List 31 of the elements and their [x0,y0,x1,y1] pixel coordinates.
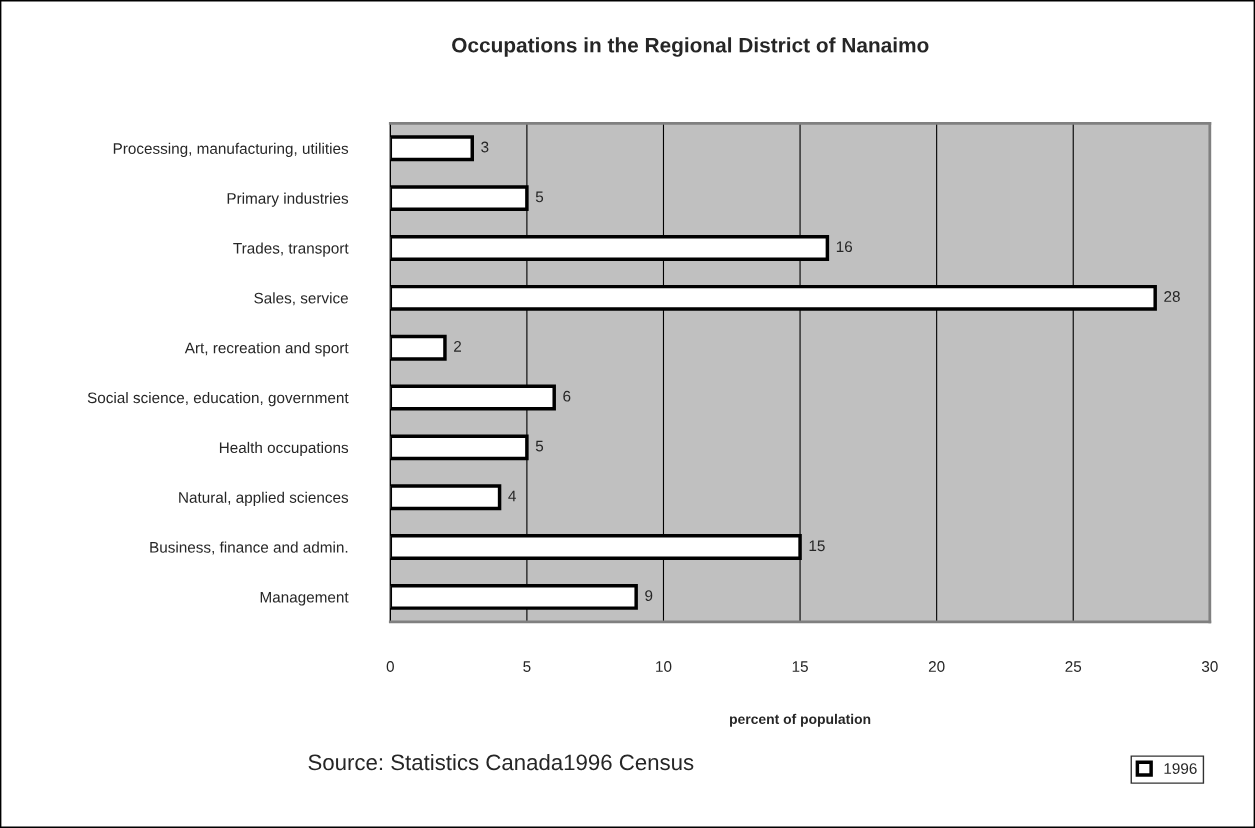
y-tick-label: Primary industries [227,192,349,207]
x-tick-label: 0 [386,661,394,672]
x-tick-label: 20 [928,661,945,672]
data-label: 3 [481,141,489,153]
x-tick-label: 5 [523,661,531,672]
x-tick-label: 15 [792,661,808,672]
x-tick-label: 30 [1201,661,1218,672]
y-tick-label: Art, recreation and sport [184,342,349,357]
y-tick-label: Sales, service [254,292,348,306]
x-tick-label: 10 [656,661,672,672]
data-label: 2 [454,340,461,352]
data-label: 6 [563,390,571,402]
y-tick-label: Processing, manufacturing, utilities [113,142,349,157]
y-tick-label: Trades, transport [233,242,349,257]
data-label: 4 [508,490,516,502]
data-label: 16 [836,241,853,253]
x-axis-title: percent of population [730,713,871,727]
data-label: 5 [535,191,544,203]
y-tick-label: Health occupations [219,441,349,457]
chart-title: Occupations in the Regional District of Nanaimo [452,37,929,57]
source-note: Source: Statistics Canada1996 Census [308,753,694,771]
data-label: 9 [645,590,653,602]
legend-label: 1996 [1164,763,1197,774]
data-label: 5 [535,440,544,452]
y-tick-label: Natural, applied sciences [179,491,349,506]
data-label: 28 [1164,291,1180,302]
y-tick-label: Business, finance and admin. [150,541,348,555]
y-tick-label: Management [260,591,349,606]
y-tick-label: Social science, education, government [87,391,349,407]
data-label: 15 [809,540,825,552]
x-tick-label: 25 [1065,661,1082,672]
